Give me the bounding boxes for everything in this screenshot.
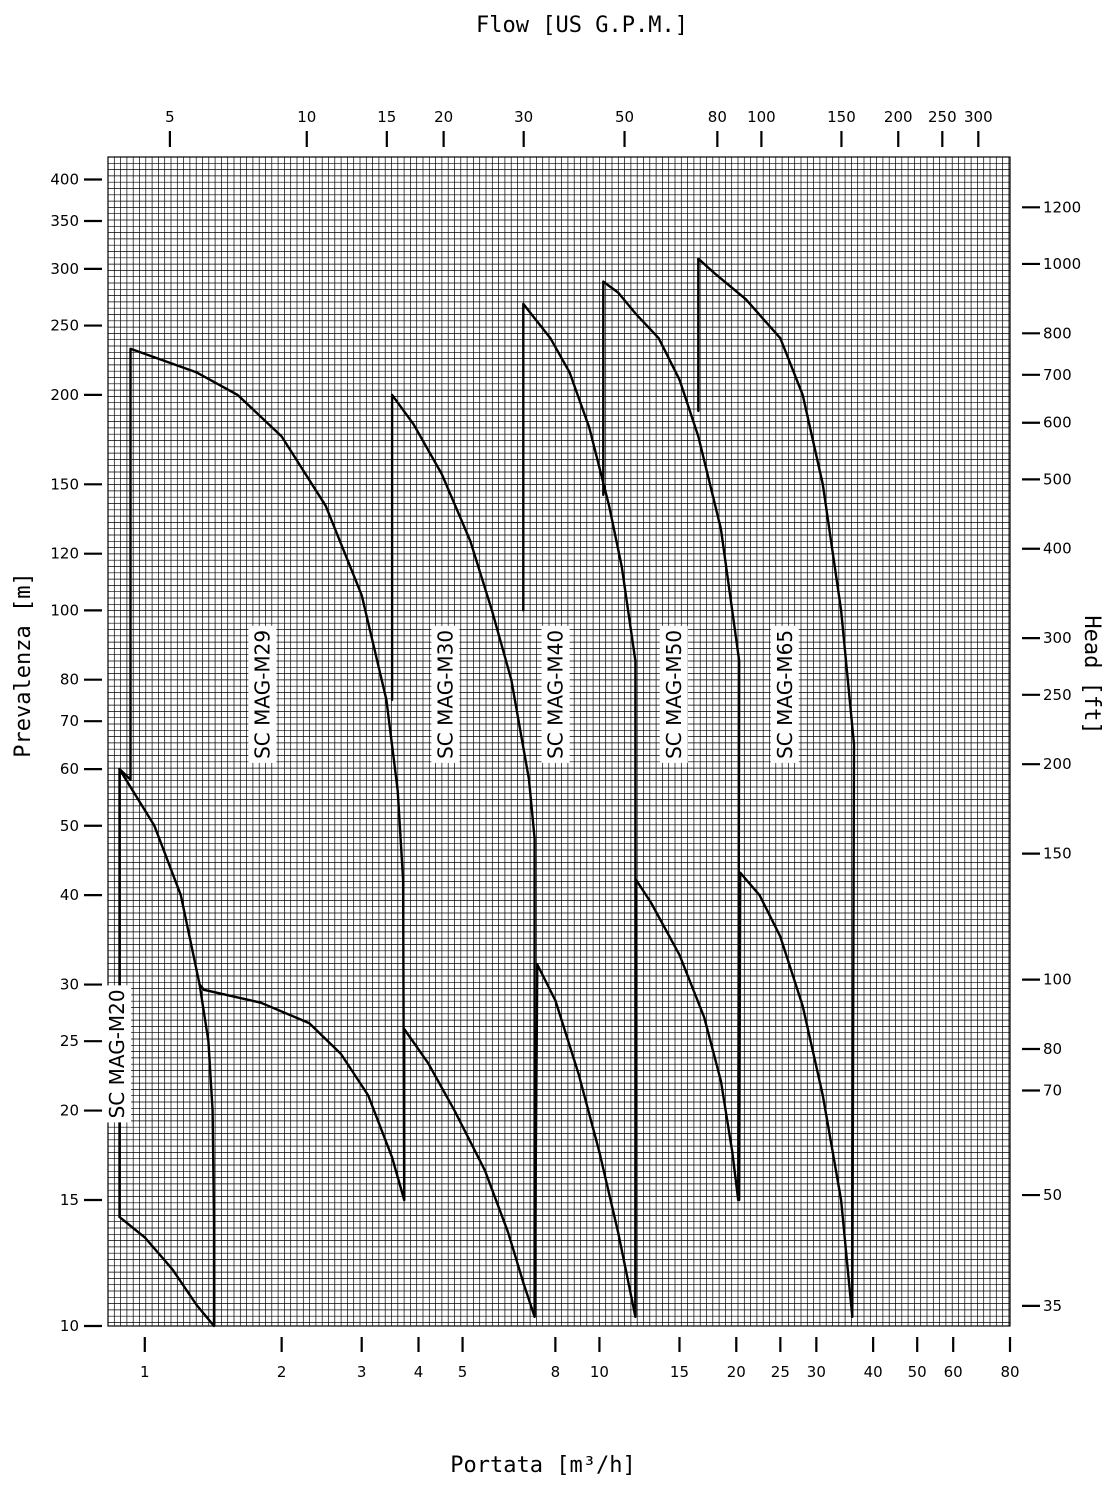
x-tick-label: 40 — [864, 1363, 883, 1381]
x-tick-label: 20 — [727, 1363, 746, 1381]
x-tick-label: 25 — [771, 1363, 790, 1381]
x-tick-label: 5 — [458, 1363, 468, 1381]
y-tick-label: 20 — [60, 1102, 79, 1120]
series-label-background — [770, 625, 799, 763]
series-label-background — [431, 625, 460, 763]
y2-tick-label: 1000 — [1043, 255, 1081, 273]
y-tick-label: 300 — [50, 260, 79, 278]
x2-tick-label: 30 — [514, 108, 533, 126]
y-tick-label: 100 — [50, 601, 79, 619]
y-tick-label: 10 — [60, 1317, 79, 1335]
y-tick-label: 30 — [60, 976, 79, 994]
y-tick-label: 25 — [60, 1032, 79, 1050]
series-label: SC MAG-M65 — [773, 630, 797, 759]
y2-tick-label: 100 — [1043, 971, 1072, 989]
y-tick-label: 400 — [50, 170, 79, 188]
series-label: SC MAG-M30 — [433, 630, 457, 759]
x-axis-bottom: 1 2 3 4 5 8 10 15 20 25 30 40 50 60 80 — [140, 1337, 1020, 1381]
x2-tick-label: 5 — [165, 108, 175, 126]
x2-tick-label: 300 — [964, 108, 993, 126]
y-axis-left: 10 15 20 25 30 40 50 60 70 80 100 120 150 200 250 300 35… — [50, 170, 102, 1335]
y-tick-label: 15 — [60, 1191, 79, 1209]
curve-sc-mag-m65 — [697, 257, 856, 1319]
curve-sc-mag-m29 — [118, 347, 406, 1202]
x-tick-label: 8 — [551, 1363, 561, 1381]
y2-tick-label: 300 — [1043, 629, 1072, 647]
x-tick-label: 80 — [1000, 1363, 1019, 1381]
y-tick-label: 70 — [60, 712, 79, 730]
x-tick-label: 10 — [590, 1363, 609, 1381]
series-label: SC MAG-M20 — [105, 989, 129, 1118]
y-tick-label: 150 — [50, 475, 79, 493]
curve-sc-mag-m50 — [602, 280, 741, 1319]
series-label-background — [659, 625, 688, 763]
y-tick-label: 40 — [60, 886, 79, 904]
y2-tick-label: 600 — [1043, 414, 1072, 432]
pump-curves — [118, 257, 856, 1328]
y2-tick-label: 150 — [1043, 845, 1072, 863]
y2-tick-label: 80 — [1043, 1040, 1062, 1058]
y-tick-label: 200 — [50, 386, 79, 404]
x2-tick-label: 80 — [708, 108, 727, 126]
y-tick-label: 80 — [60, 671, 79, 689]
x-tick-label: 2 — [277, 1363, 287, 1381]
series-label-background — [248, 625, 277, 763]
x-tick-label: 15 — [670, 1363, 689, 1381]
y-tick-label: 350 — [50, 212, 79, 230]
x2-tick-label: 15 — [377, 108, 396, 126]
x2-tick-label: 10 — [297, 108, 316, 126]
x-tick-label: 30 — [807, 1363, 826, 1381]
y-tick-label: 60 — [60, 760, 79, 778]
y2-axis-title: Head [ft] — [1079, 615, 1104, 734]
x2-tick-label: 100 — [747, 108, 776, 126]
curve-sc-mag-m40 — [522, 302, 637, 1319]
x-tick-label: 60 — [944, 1363, 963, 1381]
y-axis-title: Prevalenza [m] — [11, 572, 36, 757]
y2-tick-label: 70 — [1043, 1081, 1062, 1099]
x-tick-label: 50 — [908, 1363, 927, 1381]
y-axis-right: 35 50 70 80 100 150 200 250 300 400 500 600 700 800 10… — [1022, 198, 1081, 1315]
series-label: SC MAG-M50 — [662, 630, 686, 759]
series-label: SC MAG-M40 — [544, 630, 568, 759]
y2-tick-label: 800 — [1043, 324, 1072, 342]
series-label: SC MAG-M29 — [250, 630, 274, 759]
x-tick-label: 4 — [414, 1363, 424, 1381]
x-axis-title: Portata [m³/h] — [450, 1453, 635, 1478]
x2-axis-title: Flow [US G.P.M.] — [476, 13, 688, 38]
series-label-background — [103, 985, 131, 1123]
x2-tick-label: 250 — [928, 108, 957, 126]
y2-tick-label: 250 — [1043, 686, 1072, 704]
x-axis-top: 5 10 15 20 30 50 80 100 150 200 250 300 — [165, 108, 993, 147]
curve-sc-mag-m20 — [118, 767, 216, 1328]
y2-tick-label: 700 — [1043, 366, 1072, 384]
x-tick-label: 3 — [357, 1363, 367, 1381]
y2-tick-label: 35 — [1043, 1297, 1062, 1315]
x2-tick-label: 50 — [615, 108, 634, 126]
y2-tick-label: 400 — [1043, 540, 1072, 558]
curve-sc-mag-m30 — [390, 393, 536, 1319]
plot-frame — [107, 156, 1011, 1327]
x2-tick-label: 150 — [827, 108, 856, 126]
y-tick-label: 120 — [50, 545, 79, 563]
y2-tick-label: 50 — [1043, 1186, 1062, 1204]
x2-tick-label: 200 — [884, 108, 913, 126]
series-labels: SC MAG-M20 SC MAG-M29 SC MAG-M30 SC MAG-M40… — [103, 625, 799, 1123]
y-tick-label: 250 — [50, 317, 79, 335]
y2-tick-label: 500 — [1043, 470, 1072, 488]
series-label-background — [541, 625, 570, 763]
x-tick-label: 1 — [140, 1363, 150, 1381]
y2-tick-label: 1200 — [1043, 198, 1081, 216]
y2-tick-label: 200 — [1043, 755, 1072, 773]
x2-tick-label: 20 — [434, 108, 453, 126]
y-tick-label: 50 — [60, 817, 79, 835]
